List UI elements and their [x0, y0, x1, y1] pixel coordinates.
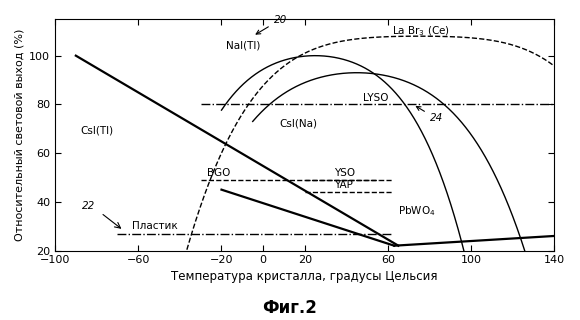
Text: CsI(Na): CsI(Na) — [280, 118, 318, 128]
Text: PbWO$_4$: PbWO$_4$ — [398, 204, 436, 218]
Text: La Br$_3$ (Ce): La Br$_3$ (Ce) — [392, 24, 450, 37]
Text: 24: 24 — [416, 107, 443, 124]
Text: 20: 20 — [256, 15, 287, 34]
Text: Пластик: Пластик — [132, 221, 178, 231]
Text: BGO: BGO — [207, 168, 230, 178]
X-axis label: Температура кристалла, градусы Цельсия: Температура кристалла, градусы Цельсия — [172, 269, 438, 283]
Text: 22: 22 — [82, 201, 95, 211]
Y-axis label: Относительный световой выход (%): Относительный световой выход (%) — [15, 29, 25, 241]
Text: LYSO: LYSO — [363, 93, 389, 103]
Text: CsI(Tl): CsI(Tl) — [80, 126, 113, 136]
Text: Фиг.2: Фиг.2 — [263, 299, 317, 317]
Text: NaI(Tl): NaI(Tl) — [226, 40, 260, 50]
Text: YSO: YSO — [334, 168, 355, 178]
Text: YAP: YAP — [334, 180, 353, 190]
